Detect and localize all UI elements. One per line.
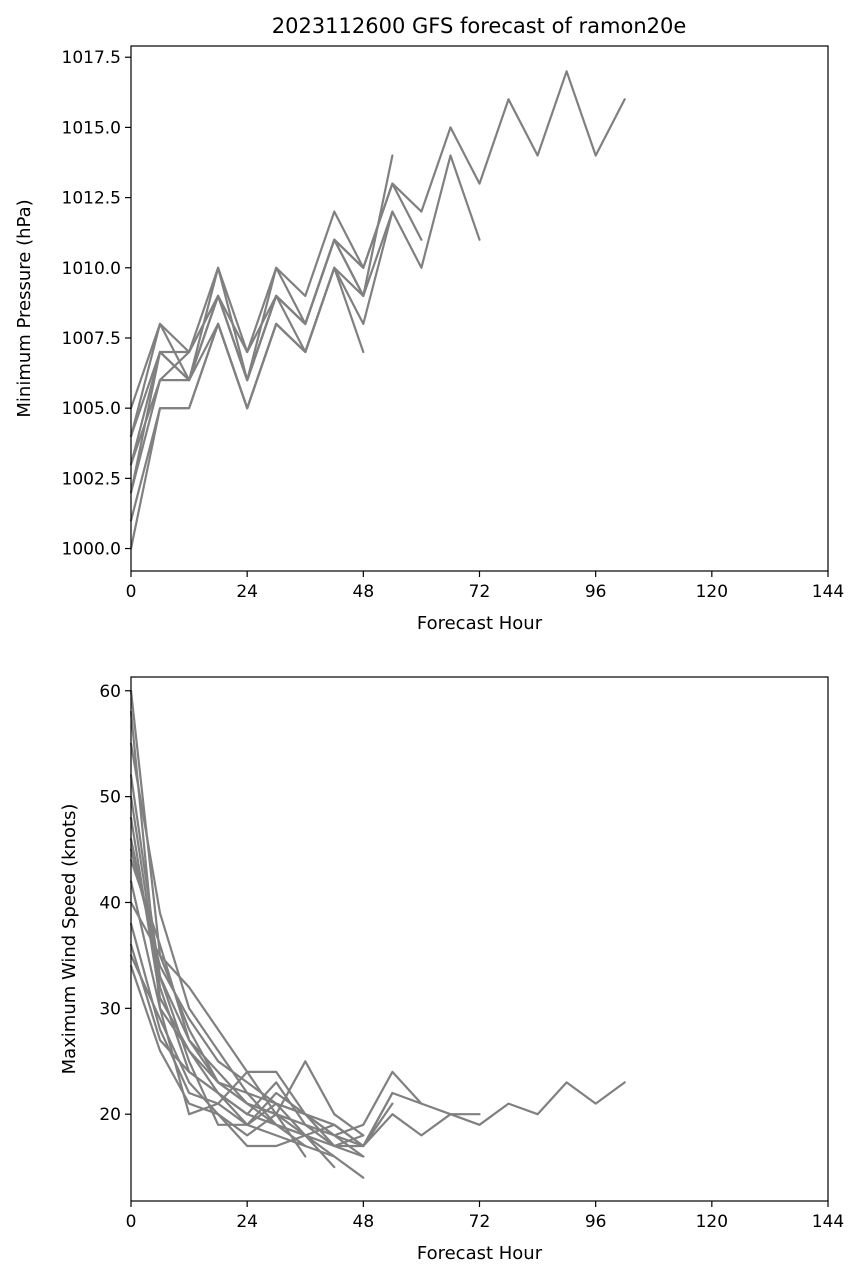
wind-x-tick-label: 144 xyxy=(812,1212,844,1232)
wind-series-line-10 xyxy=(129,964,336,1169)
wind-series-line-1 xyxy=(129,742,481,1148)
wind-x-tick-label: 48 xyxy=(353,1212,375,1232)
pressure-y-tick-label: 1002.5 xyxy=(62,469,121,489)
wind-x-tick-label: 0 xyxy=(126,1212,137,1232)
wind-x-tick-label: 120 xyxy=(696,1212,728,1232)
pressure-y-tick-label: 1017.5 xyxy=(62,48,121,68)
wind-x-tick-label: 24 xyxy=(236,1212,258,1232)
pressure-x-tick-label: 144 xyxy=(812,582,844,602)
wind-y-tick-label: 60 xyxy=(99,682,121,702)
pressure-axes-frame xyxy=(130,45,829,572)
pressure-x-tick-label: 48 xyxy=(353,582,375,602)
pressure-y-tick-label: 1000.0 xyxy=(62,540,121,560)
wind-panel: 0 24 48 72 96 120 144 20 30 40 50 60 Forecast Hour Ma… xyxy=(59,676,844,1264)
wind-x-axis-label: Forecast Hour xyxy=(417,1243,543,1264)
pressure-y-tick-label: 1010.0 xyxy=(62,259,121,279)
pressure-y-tick-label: 1005.0 xyxy=(62,399,121,419)
wind-x-tick-label: 72 xyxy=(469,1212,491,1232)
wind-series-line-8 xyxy=(129,943,365,1148)
pressure-x-tick-label: 120 xyxy=(696,582,728,602)
pressure-y-tick-label: 1015.0 xyxy=(62,118,121,138)
pressure-series-line-7 xyxy=(129,238,365,466)
pressure-x-tick-label: 96 xyxy=(585,582,607,602)
wind-y-tick-label: 20 xyxy=(99,1105,121,1125)
pressure-series-line-5 xyxy=(129,266,365,550)
pressure-x-axis-label: Forecast Hour xyxy=(417,613,543,634)
wind-x-tick-label: 96 xyxy=(585,1212,607,1232)
wind-y-tick-label: 30 xyxy=(99,999,121,1019)
pressure-y-tick-label: 1007.5 xyxy=(62,329,121,349)
wind-y-axis-label: Maximum Wind Speed (knots) xyxy=(59,804,80,1075)
pressure-panel: 0 24 48 72 96 120 144 1000.0 1002.5 1005.0 1007.5 1… xyxy=(14,45,844,634)
chart-title: 2023112600 GFS forecast of ramon20e xyxy=(272,14,687,38)
wind-series-line-13 xyxy=(129,837,307,1148)
pressure-x-tick-label: 24 xyxy=(236,582,258,602)
pressure-x-tick-label: 72 xyxy=(469,582,491,602)
wind-y-tick-label: 50 xyxy=(99,788,121,808)
pressure-series-line-8 xyxy=(129,266,336,494)
pressure-series-line-0 xyxy=(129,70,626,410)
wind-series-line-12 xyxy=(129,710,307,1158)
wind-series-line-14 xyxy=(129,858,307,1137)
pressure-y-axis-label: Minimum Pressure (hPa) xyxy=(14,199,35,417)
wind-axes-frame xyxy=(130,676,829,1202)
wind-y-tick-label: 40 xyxy=(99,893,121,913)
pressure-x-tick-label: 0 xyxy=(126,582,137,602)
wind-series-line-11 xyxy=(129,795,336,1158)
wind-series-line-5 xyxy=(129,880,365,1179)
pressure-y-tick-label: 1012.5 xyxy=(62,189,121,209)
